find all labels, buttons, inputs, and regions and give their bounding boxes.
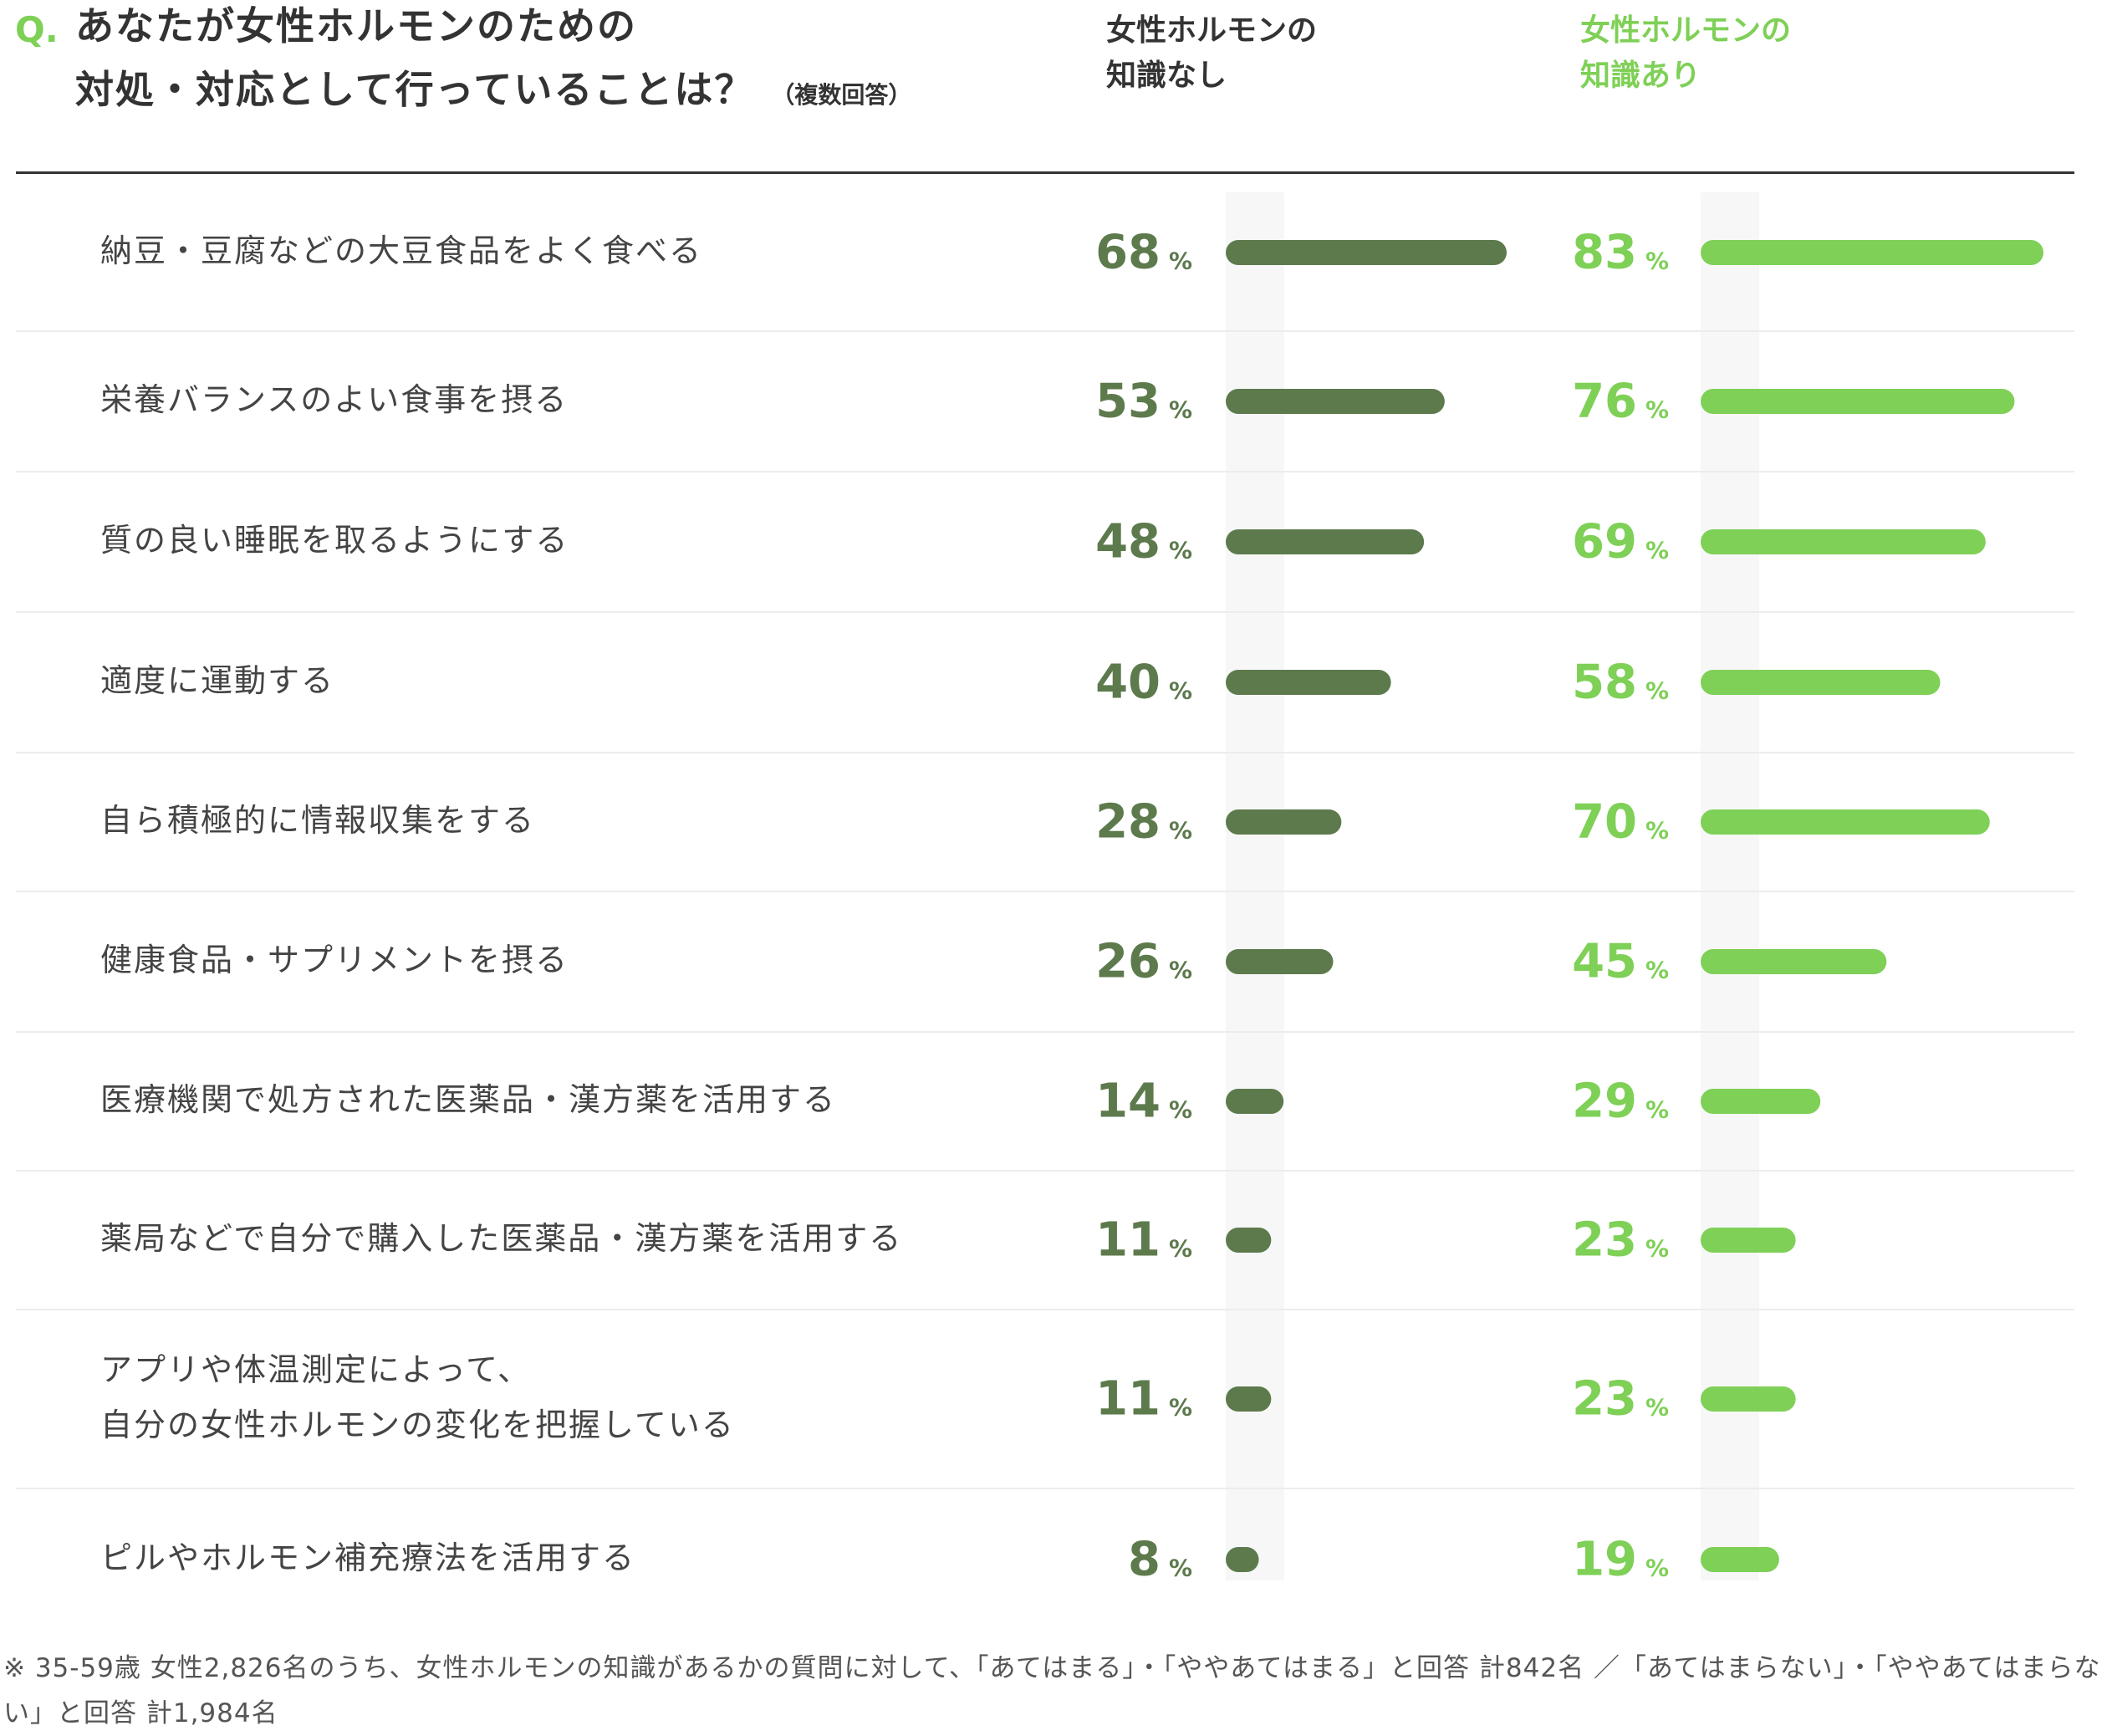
legend-no-knowledge-line1: 女性ホルモンの: [1106, 13, 1318, 48]
bar-no-knowledge: [1226, 670, 1391, 695]
bar-no-knowledge: [1226, 1228, 1272, 1253]
bar-has-knowledge: [1701, 949, 1887, 974]
legend-has-knowledge-line1: 女性ホルモンの: [1580, 13, 1792, 48]
value-label-no-knowledge: 53: [1095, 375, 1161, 429]
percent-sign-has-knowledge: %: [1645, 537, 1669, 564]
value-label-no-knowledge: 28: [1095, 795, 1161, 850]
category-label: 自ら積極的に情報収集をする: [100, 802, 535, 839]
legend-no-knowledge-line2: 知識なし: [1106, 59, 1227, 93]
question-prefix: Q.: [15, 9, 59, 50]
percent-sign-no-knowledge: %: [1169, 1394, 1192, 1422]
bar-no-knowledge: [1226, 389, 1445, 414]
percent-sign-no-knowledge: %: [1169, 957, 1192, 984]
value-label-has-knowledge: 76: [1572, 375, 1637, 429]
value-label-has-knowledge: 58: [1572, 656, 1637, 710]
category-label: 納豆・豆腐などの大豆食品をよく食べる: [100, 232, 702, 269]
value-label-no-knowledge: 14: [1095, 1075, 1161, 1129]
bar-no-knowledge: [1226, 240, 1507, 265]
category-label: 健康食品・サプリメントを摂る: [100, 942, 569, 978]
value-label-has-knowledge: 29: [1572, 1075, 1637, 1129]
legend-has-knowledge-line2: 知識あり: [1580, 59, 1701, 93]
percent-sign-no-knowledge: %: [1169, 248, 1192, 275]
bar-has-knowledge: [1701, 670, 1941, 695]
bar-no-knowledge: [1226, 1089, 1284, 1114]
header-divider: [16, 171, 2074, 174]
percent-sign-has-knowledge: %: [1645, 1555, 1669, 1582]
question-line-2-text: 対処・対応として行っていることは？: [75, 67, 755, 112]
value-label-no-knowledge: 68: [1095, 226, 1161, 280]
bar-has-knowledge: [1701, 1547, 1779, 1572]
value-label-no-knowledge: 48: [1095, 515, 1161, 569]
bar-has-knowledge: [1701, 529, 1986, 554]
category-label: 適度に運動する: [100, 662, 334, 699]
percent-sign-no-knowledge: %: [1169, 1096, 1192, 1124]
value-label-has-knowledge: 70: [1572, 795, 1637, 850]
value-label-no-knowledge: 26: [1095, 935, 1161, 989]
row-divider: [16, 471, 2074, 472]
bar-has-knowledge: [1701, 389, 2015, 414]
percent-sign-has-knowledge: %: [1645, 1235, 1669, 1263]
bar-has-knowledge: [1701, 1089, 1821, 1114]
value-label-has-knowledge: 69: [1572, 515, 1637, 569]
value-label-no-knowledge: 11: [1095, 1372, 1161, 1427]
row-divider: [16, 611, 2074, 613]
value-label-has-knowledge: 45: [1572, 935, 1637, 989]
question-note: （複数回答）: [771, 81, 912, 109]
row-divider: [16, 891, 2074, 892]
bar-has-knowledge: [1701, 240, 2043, 265]
percent-sign-has-knowledge: %: [1645, 677, 1669, 705]
category-label: 薬局などで自分で購入した医薬品・漢方薬を活用する: [100, 1220, 902, 1257]
category-label: ピルやホルモン補充療法を活用する: [100, 1539, 635, 1576]
percent-sign-no-knowledge: %: [1169, 817, 1192, 845]
value-label-has-knowledge: 19: [1572, 1533, 1637, 1587]
value-label-has-knowledge: 23: [1572, 1372, 1637, 1427]
percent-sign-no-knowledge: %: [1169, 396, 1192, 424]
bar-has-knowledge: [1701, 809, 1990, 835]
value-label-no-knowledge: 8: [1128, 1533, 1161, 1587]
category-label: 質の良い睡眠を取るようにする: [100, 522, 569, 559]
bar-no-knowledge: [1226, 1386, 1272, 1412]
bar-chart: 納豆・豆腐などの大豆食品をよく食べる 68% 83 % 栄養バランスのよい食事を摂る 53…: [16, 192, 2074, 1587]
row-divider: [16, 330, 2074, 332]
percent-sign-has-knowledge: %: [1645, 817, 1669, 845]
question-line-1: あなたが女性ホルモンのための: [75, 3, 637, 49]
percent-sign-has-knowledge: %: [1645, 248, 1669, 275]
row-divider: [16, 1031, 2074, 1033]
track-column-no-knowledge: [1226, 192, 1284, 1580]
bar-no-knowledge: [1226, 809, 1342, 835]
bar-no-knowledge: [1226, 949, 1334, 974]
value-label-has-knowledge: 23: [1572, 1213, 1637, 1268]
category-label: 栄養バランスのよい食事を摂る: [100, 381, 568, 418]
percent-sign-has-knowledge: %: [1645, 957, 1669, 984]
category-label: 医療機関で処方された医薬品・漢方薬を活用する: [100, 1081, 836, 1118]
legend-no-knowledge: 女性ホルモンの 知識なし: [1106, 8, 1390, 99]
row-divider: [16, 1170, 2074, 1172]
percent-sign-no-knowledge: %: [1169, 1555, 1192, 1582]
bar-has-knowledge: [1701, 1386, 1796, 1412]
percent-sign-has-knowledge: %: [1645, 1394, 1669, 1422]
value-label-no-knowledge: 40: [1095, 656, 1161, 710]
row-divider: [16, 752, 2074, 753]
percent-sign-has-knowledge: %: [1645, 1096, 1669, 1124]
track-column-has-knowledge: [1701, 192, 1759, 1580]
legend-has-knowledge: 女性ホルモンの 知識あり: [1580, 8, 1865, 99]
bar-no-knowledge: [1226, 529, 1425, 554]
percent-sign-no-knowledge: %: [1169, 537, 1192, 564]
percent-sign-no-knowledge: %: [1169, 1235, 1192, 1263]
row-divider: [16, 1488, 2074, 1489]
footnote: ※ 35-59歳 女性2,826名のうち、女性ホルモンの知識があるかの質問に対し…: [3, 1653, 2101, 1728]
value-label-no-knowledge: 11: [1095, 1213, 1161, 1268]
value-label-has-knowledge: 83: [1572, 226, 1637, 280]
category-label: アプリや体温測定によって、: [100, 1351, 531, 1388]
question-line-2: 対処・対応として行っていることは？ （複数回答）: [75, 64, 911, 121]
bar-no-knowledge: [1226, 1547, 1259, 1572]
percent-sign-has-knowledge: %: [1645, 396, 1669, 424]
percent-sign-no-knowledge: %: [1169, 677, 1192, 705]
category-label: 自分の女性ホルモンの変化を把握している: [100, 1407, 735, 1443]
row-divider: [16, 1309, 2074, 1310]
bar-has-knowledge: [1701, 1228, 1796, 1253]
